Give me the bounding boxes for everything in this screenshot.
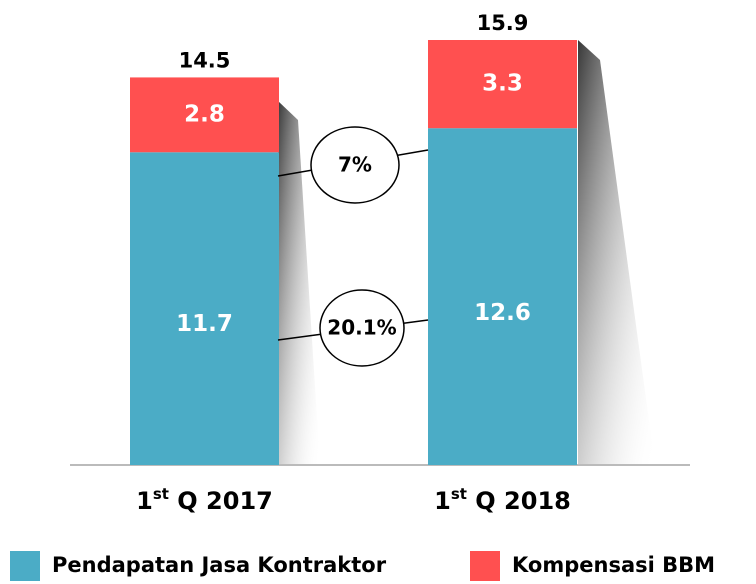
bar-segment: [130, 77, 279, 153]
bar-shadow: [578, 40, 655, 465]
bar-segment: [428, 128, 577, 465]
legend-label: Pendapatan Jasa Kontraktor: [52, 553, 387, 577]
x-tick-label: 1st Q 2017: [136, 485, 273, 516]
bar-shadow: [278, 101, 320, 465]
bar-segment: [130, 152, 279, 465]
value-label: 2.8: [184, 101, 225, 127]
total-label: 15.9: [477, 11, 529, 35]
growth-circle: [310, 126, 400, 204]
total-label: 14.5: [179, 48, 231, 72]
bar-segment: [428, 40, 577, 129]
growth-circle: [319, 289, 405, 367]
growth-label: 7%: [338, 153, 372, 177]
legend-swatch: [10, 551, 40, 581]
value-label: 3.3: [482, 71, 523, 97]
x-tick-label: 1st Q 2018: [434, 485, 571, 516]
value-label: 12.6: [474, 300, 531, 326]
legend-label: Kompensasi BBM: [512, 553, 715, 577]
growth-label: 20.1%: [327, 316, 396, 340]
value-label: 11.7: [176, 311, 233, 337]
legend-swatch: [470, 551, 500, 581]
